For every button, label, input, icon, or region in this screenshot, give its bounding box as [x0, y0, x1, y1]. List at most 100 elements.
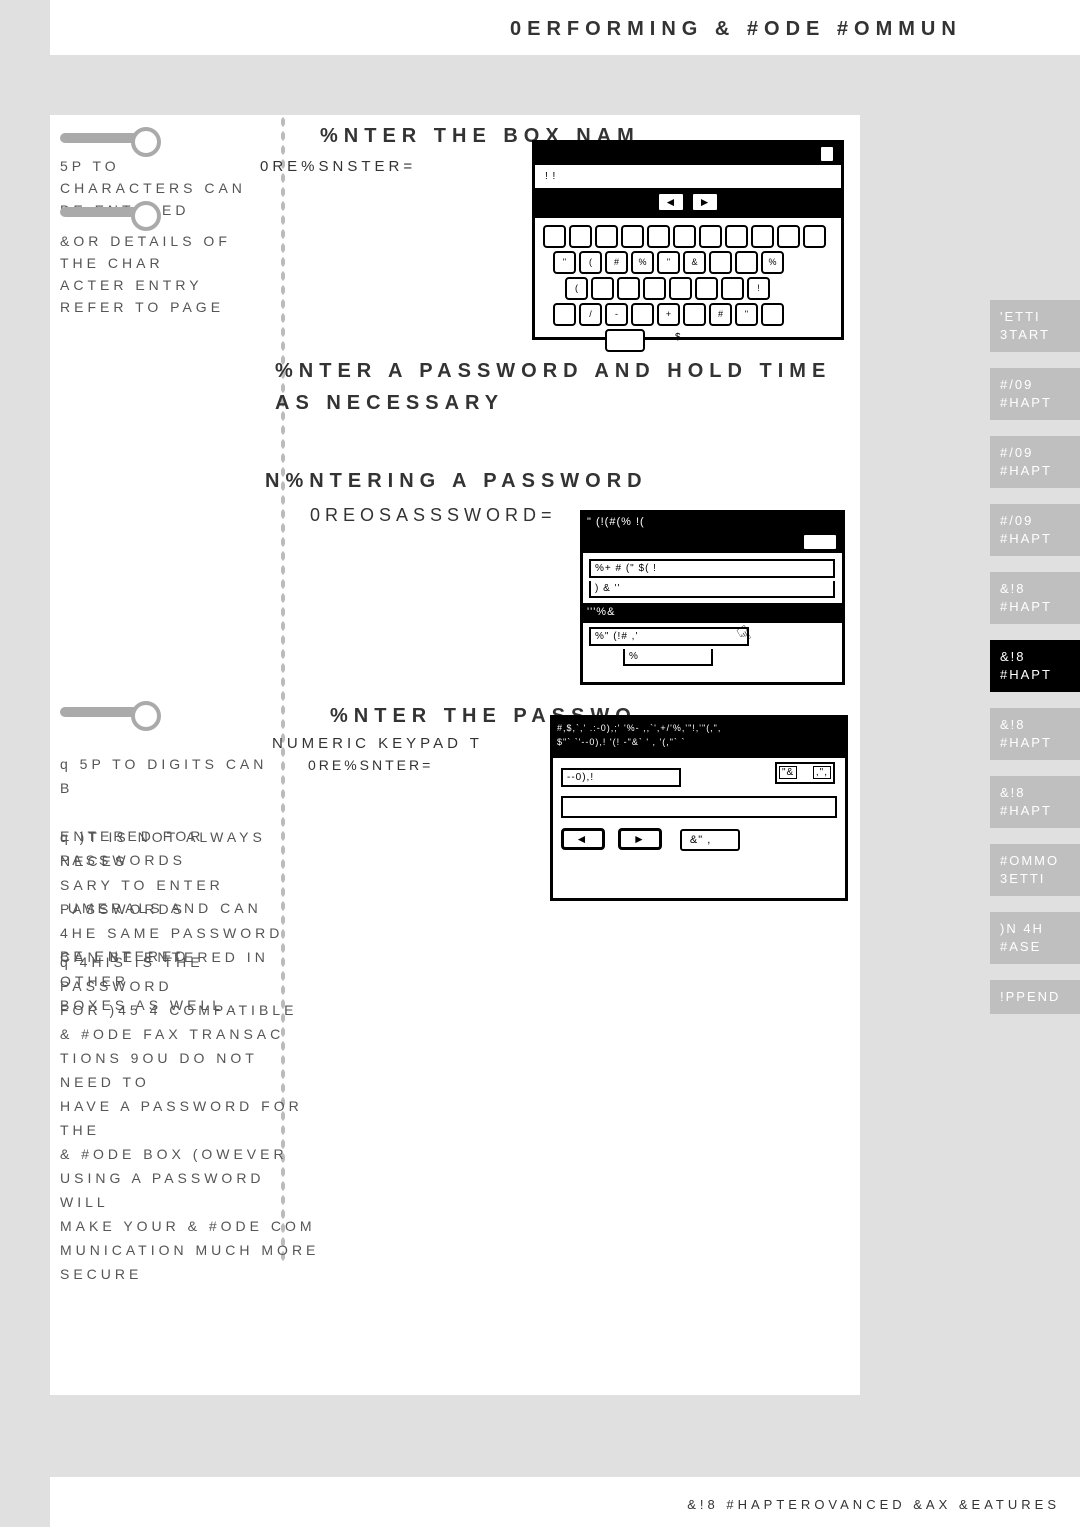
key[interactable]: %: [631, 251, 654, 274]
key-row-1: [543, 225, 826, 248]
key[interactable]: [751, 225, 774, 248]
tab-4[interactable]: #/09#HAPT: [990, 504, 1080, 556]
screen-b-btn[interactable]: $( &: [802, 533, 838, 551]
step-3-heading: N%NTERING A PASSWORD: [265, 470, 648, 493]
spacebar-label: $: [675, 332, 682, 343]
screen-a-close[interactable]: !: [819, 145, 835, 163]
step-3-sub: 0REOSASSSWORD=: [310, 505, 557, 526]
key[interactable]: +: [657, 303, 680, 326]
key[interactable]: /: [579, 303, 602, 326]
tab-9[interactable]: #OMMO3ETTI: [990, 844, 1080, 896]
screen-b-row-4b[interactable]: %: [623, 649, 713, 666]
screen-c-input[interactable]: [561, 796, 837, 818]
screen-a-titlebar: !: [535, 143, 841, 165]
key[interactable]: ": [657, 251, 680, 274]
key[interactable]: [803, 225, 826, 248]
screen-c-title: #,$,`,' .:-0),;' '%- ,,`',+/'%,'"!,'"(,"…: [553, 718, 845, 758]
screen-a-line: ! !: [545, 171, 556, 182]
slider-3: [60, 707, 155, 717]
overlay-4a: NUMERIC KEYPAD T: [272, 735, 483, 752]
overlay-4: NUMERIC KEYPAD T: [272, 735, 483, 752]
tab-1[interactable]: 'ETTI3TART: [990, 300, 1080, 352]
key[interactable]: (: [579, 251, 602, 274]
key[interactable]: [569, 225, 592, 248]
tab-3[interactable]: #/09#HAPT: [990, 436, 1080, 488]
sc-t1: #,$,`,' .:-0),;' '%- ,,`',+/'%,'"!,'"(,"…: [557, 723, 721, 733]
page-body: 5P TO CHARACTERS CAN BE ENTERED &OR DETA…: [50, 115, 860, 1395]
screen-c-mid[interactable]: --0),!: [561, 768, 681, 787]
sc-right[interactable]: ►: [618, 828, 662, 850]
screen-c-r1: "&: [779, 766, 797, 779]
tab-11[interactable]: !PPEND: [990, 980, 1080, 1014]
tab-10[interactable]: )N 4H#ASE: [990, 912, 1080, 964]
key[interactable]: [673, 225, 696, 248]
key[interactable]: [553, 303, 576, 326]
sc-t2: $"` `'--0),! '(! -"&` ' , '(,"` `: [557, 737, 685, 747]
key[interactable]: [683, 303, 706, 326]
lcd-screen-c: #,$,`,' .:-0),;' '%- ,,`',+/'%,'"!,'"(,"…: [550, 715, 848, 901]
key[interactable]: ": [553, 251, 576, 274]
key[interactable]: [591, 277, 614, 300]
key[interactable]: [725, 225, 748, 248]
tab-6-active[interactable]: &!8#HAPT: [990, 640, 1080, 692]
key[interactable]: [621, 225, 644, 248]
key[interactable]: [669, 277, 692, 300]
key[interactable]: [631, 303, 654, 326]
key[interactable]: [595, 225, 618, 248]
key[interactable]: &: [683, 251, 706, 274]
tab-8[interactable]: &!8#HAPT: [990, 776, 1080, 828]
screen-b-title: " (!(#(% !( $( &: [583, 513, 842, 553]
screen-b-row-1[interactable]: %+ # (" $( !: [589, 559, 835, 578]
key[interactable]: -: [605, 303, 628, 326]
key[interactable]: [543, 225, 566, 248]
key-row-3: (!: [565, 277, 770, 300]
key[interactable]: [647, 225, 670, 248]
key[interactable]: [721, 277, 744, 300]
screen-b-title-text: " (!(#(% !(: [587, 516, 645, 528]
page-footer: &!8 #HAPTEROVANCED &AX &EATURES: [50, 1477, 1080, 1527]
key[interactable]: #: [709, 303, 732, 326]
bullet-2: q 4HIS IS THE PASSWORD FOR )45 4 COMPATI…: [60, 950, 320, 1286]
key[interactable]: [695, 277, 718, 300]
slider-2: [60, 207, 155, 217]
screen-c-r2: ,",: [813, 766, 831, 779]
screen-c-r1-box[interactable]: "& ,",: [775, 762, 835, 784]
key[interactable]: #: [605, 251, 628, 274]
note-2: &OR DETAILS OF THE CHAR ACTER ENTRY REFE…: [60, 230, 270, 318]
key-row-2: "(#%"&%: [553, 251, 784, 274]
key[interactable]: [777, 225, 800, 248]
screen-b-row-4a[interactable]: %" (!# ,': [589, 627, 749, 646]
screen-c-bottom-row: ◄ ► &" ,: [561, 828, 740, 851]
overlay-1: 0RE%SNSTER=: [260, 158, 416, 175]
tab-7[interactable]: &!8#HAPT: [990, 708, 1080, 760]
key[interactable]: ": [735, 303, 758, 326]
key[interactable]: (: [565, 277, 588, 300]
tab-2[interactable]: #/09#HAPT: [990, 368, 1080, 420]
sc-left[interactable]: ◄: [561, 828, 605, 850]
key[interactable]: [699, 225, 722, 248]
screen-a-arrowbar: ◄ ►: [535, 188, 841, 218]
right-arrow[interactable]: ►: [690, 191, 720, 213]
n3l1: q 5P TO DIGITS CAN B: [60, 756, 267, 796]
key[interactable]: !: [747, 277, 770, 300]
screen-b-row-2[interactable]: ) & '': [589, 581, 835, 598]
side-tabs: 'ETTI3TART #/09#HAPT #/09#HAPT #/09#HAPT…: [990, 300, 1080, 1030]
sc-btn[interactable]: &" ,: [680, 829, 740, 851]
overlay-4b: 0RE%SNTER=: [308, 757, 433, 773]
step-2-heading: %NTER A PASSWORD AND HOLD TIME AS NECESS…: [275, 355, 835, 419]
page-header: 0ERFORMING & #ODE #OMMUN: [50, 0, 1080, 55]
key[interactable]: [617, 277, 640, 300]
lcd-screen-b: " (!(#(% !( $( & %+ # (" $( ! ) & '' '''…: [580, 510, 845, 685]
tab-5[interactable]: &!8#HAPT: [990, 572, 1080, 624]
key[interactable]: %: [761, 251, 784, 274]
key-row-4: /- + #": [553, 303, 784, 326]
key[interactable]: [643, 277, 666, 300]
key[interactable]: [735, 251, 758, 274]
screen-b-dark: '''%&: [583, 603, 842, 623]
slider-1: [60, 133, 155, 143]
lcd-screen-a: ! ! ! ◄ ► "(#%"&% (! /-+#" $: [532, 140, 844, 340]
key[interactable]: [761, 303, 784, 326]
key[interactable]: [709, 251, 732, 274]
space-left[interactable]: [605, 329, 645, 352]
left-arrow[interactable]: ◄: [656, 191, 686, 213]
